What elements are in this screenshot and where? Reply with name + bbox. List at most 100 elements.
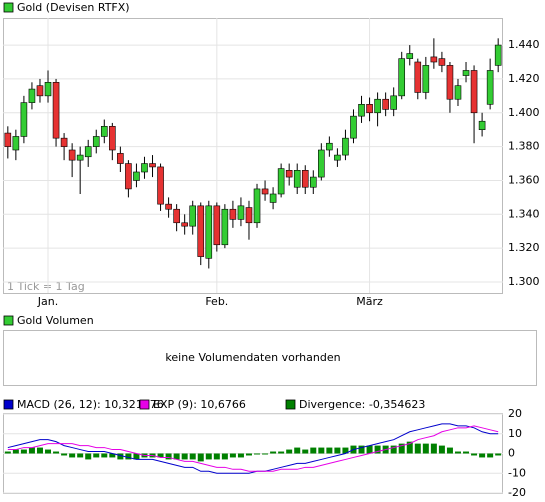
divergence-bar bbox=[398, 443, 405, 454]
divergence-bar bbox=[438, 445, 445, 454]
candle-body bbox=[149, 163, 156, 168]
candle-body bbox=[301, 170, 309, 188]
candle-body bbox=[398, 58, 406, 97]
candle-body bbox=[438, 58, 446, 66]
divergence-bar bbox=[181, 453, 188, 460]
divergence-bar bbox=[12, 449, 19, 454]
candle-body bbox=[117, 153, 124, 164]
divergence-bar bbox=[101, 453, 108, 458]
y-tick-label: 20 bbox=[508, 407, 522, 420]
candle-body bbox=[237, 205, 245, 220]
legend-label: EXP (9): 10,6766 bbox=[153, 398, 246, 411]
x-tick-label: Jan. bbox=[37, 295, 58, 308]
candle-body bbox=[84, 146, 92, 158]
candle-body bbox=[430, 56, 438, 63]
divergence-bar bbox=[326, 447, 333, 454]
candle-body bbox=[350, 115, 357, 139]
candle-body bbox=[109, 126, 116, 151]
divergence-bar bbox=[342, 447, 349, 454]
divergence-bar bbox=[237, 453, 244, 458]
divergence-bar bbox=[254, 453, 261, 455]
divergence-bar bbox=[20, 449, 27, 454]
macd-line bbox=[7, 425, 499, 472]
candle-body bbox=[141, 163, 148, 173]
divergence-bar bbox=[221, 453, 228, 460]
candle-body bbox=[12, 136, 20, 151]
legend-swatch bbox=[285, 399, 296, 410]
candle-body bbox=[189, 205, 197, 227]
candle-body bbox=[181, 222, 188, 227]
divergence-bar bbox=[406, 441, 413, 454]
candle-body bbox=[318, 149, 325, 178]
candle-body bbox=[366, 104, 373, 114]
candle-body bbox=[414, 61, 422, 93]
main-panel bbox=[3, 18, 503, 294]
divergence-bar bbox=[334, 447, 341, 454]
candle-body bbox=[173, 208, 180, 224]
divergence-bar bbox=[302, 449, 309, 454]
divergence-bar bbox=[229, 453, 236, 458]
candle-body bbox=[390, 95, 397, 110]
candle-body bbox=[20, 102, 28, 137]
divergence-bar bbox=[245, 453, 252, 456]
divergence-bar bbox=[133, 453, 140, 460]
divergence-bar bbox=[286, 449, 293, 454]
y-tick-label: -20 bbox=[508, 486, 526, 499]
divergence-bar bbox=[463, 451, 470, 454]
candle-body bbox=[36, 85, 44, 97]
candle-body bbox=[454, 85, 462, 100]
y-tick-label: 1.420 bbox=[508, 72, 540, 85]
candle-body bbox=[261, 188, 269, 195]
candle-body bbox=[462, 70, 470, 76]
divergence-bar bbox=[117, 453, 124, 460]
volume-panel bbox=[3, 330, 537, 386]
candle-body bbox=[133, 171, 140, 181]
divergence-bar bbox=[197, 453, 204, 462]
candle-body bbox=[342, 137, 349, 156]
divergence-bar bbox=[93, 453, 100, 458]
x-tick-label: Feb. bbox=[205, 295, 228, 308]
divergence-bar bbox=[165, 453, 172, 460]
divergence-bar bbox=[294, 447, 301, 454]
candle-body bbox=[486, 70, 494, 105]
candle-body bbox=[285, 170, 293, 178]
divergence-bar bbox=[69, 453, 76, 458]
divergence-bar bbox=[278, 451, 285, 454]
divergence-bar bbox=[366, 445, 373, 454]
volume-message: keine Volumendaten vorhanden bbox=[165, 351, 340, 364]
divergence-bar bbox=[262, 453, 269, 455]
tick-note: 1 Tick = 1 Tag bbox=[7, 280, 85, 293]
candle-body bbox=[422, 65, 430, 93]
divergence-bar bbox=[205, 453, 212, 460]
divergence-bar bbox=[270, 451, 277, 454]
candle-body bbox=[52, 82, 60, 139]
candle-body bbox=[358, 104, 365, 117]
candle-body bbox=[277, 168, 285, 195]
y-tick-label: 1.320 bbox=[508, 241, 540, 254]
divergence-bar bbox=[109, 453, 116, 458]
legend-swatch bbox=[3, 2, 14, 13]
legend-swatch bbox=[3, 315, 14, 326]
legend-swatch bbox=[139, 399, 150, 410]
y-tick-label: 1.380 bbox=[508, 140, 540, 153]
candle-body bbox=[60, 137, 68, 147]
candle-body bbox=[245, 207, 253, 224]
candle-body bbox=[213, 205, 221, 246]
y-tick-label: 1.300 bbox=[508, 275, 540, 288]
candle-body bbox=[309, 176, 317, 188]
candle-body bbox=[125, 163, 132, 190]
candle-body bbox=[92, 136, 100, 147]
divergence-bar bbox=[189, 453, 196, 460]
x-tick-label: März bbox=[356, 295, 383, 308]
divergence-bar bbox=[4, 451, 11, 454]
divergence-bar bbox=[495, 453, 502, 456]
divergence-bar bbox=[45, 449, 52, 454]
candle-body bbox=[374, 98, 381, 114]
divergence-bar bbox=[487, 453, 494, 458]
candle-body bbox=[253, 188, 261, 224]
chart-title: Gold (Devisen RTFX) bbox=[17, 1, 130, 14]
divergence-bar bbox=[125, 453, 132, 460]
candle-body bbox=[76, 154, 84, 161]
divergence-bar bbox=[454, 451, 461, 454]
divergence-bar bbox=[318, 447, 325, 454]
